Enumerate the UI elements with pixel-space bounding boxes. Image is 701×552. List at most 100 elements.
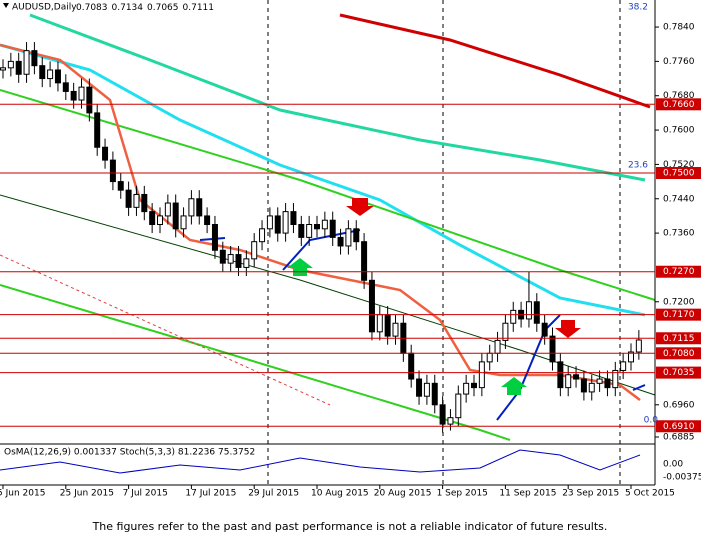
candle-body	[23, 50, 30, 75]
candle-body	[266, 215, 273, 230]
y-tick-label: 0.7520	[663, 160, 695, 170]
x-tick-label: 1 Sep 2015	[437, 489, 488, 499]
x-tick-label: 5 Jun 2015	[0, 489, 45, 499]
candle-body	[149, 211, 156, 226]
disclaimer: The figures refer to the past and past p…	[92, 520, 608, 533]
channel-line	[0, 89, 656, 301]
fib-label: 38.2	[628, 3, 648, 13]
level-label: 0.6910	[663, 422, 695, 432]
candle-body	[353, 228, 360, 243]
candle-body	[612, 369, 619, 389]
candle-body	[329, 219, 336, 238]
candle-body	[604, 378, 611, 389]
candle-body	[620, 361, 627, 371]
y-tick-label: 0.7840	[663, 23, 695, 33]
candle-body	[588, 382, 595, 393]
x-tick-label: 29 Jul 2015	[248, 489, 299, 499]
level-label: 0.7660	[663, 100, 695, 110]
x-tick-label: 11 Sep 2015	[499, 489, 556, 499]
candle-body	[86, 86, 93, 114]
level-tag	[656, 265, 701, 278]
x-tick-label: 5 Oct 2015	[625, 489, 675, 499]
ma-line	[339, 13, 651, 109]
level-tag	[656, 347, 701, 360]
candle-body	[463, 382, 470, 395]
x-tick-label: 20 Aug 2015	[374, 489, 432, 499]
level-label: 0.7115	[663, 334, 695, 344]
candle-body	[62, 82, 69, 92]
candle-body	[541, 322, 548, 337]
candle-body	[117, 181, 124, 191]
candle-body	[70, 90, 77, 101]
candle-body	[321, 219, 328, 230]
y-tick-label: 0.7360	[663, 229, 695, 239]
ohlc-value: 0.7111	[183, 3, 215, 13]
candle-body	[628, 351, 634, 363]
candle-body	[314, 224, 320, 230]
x-tick-label: 7 Jul 2015	[123, 489, 168, 499]
header-icon	[3, 3, 9, 8]
level-label: 0.7035	[663, 368, 695, 378]
candle-body	[306, 224, 313, 238]
y-tick-label: 0.7200	[663, 297, 695, 307]
indicator-title: OsMA(12,26,9) 0.001337 Stoch(5,3,3) 81.2…	[4, 448, 255, 458]
candle-body	[219, 249, 226, 264]
candle-body	[47, 69, 54, 80]
candle-body	[282, 211, 289, 234]
fib-label: 23.6	[628, 161, 648, 171]
level-tag	[656, 420, 701, 433]
candle-body	[392, 322, 399, 337]
candle-body	[15, 60, 22, 75]
candle-body	[502, 322, 509, 341]
level-tag	[656, 166, 701, 179]
candle-body	[196, 198, 203, 217]
level-tag	[656, 332, 701, 345]
x-tick-label: 17 Jul 2015	[185, 489, 236, 499]
candle-body	[290, 211, 297, 226]
candle-body	[133, 193, 140, 208]
candle-body	[78, 86, 85, 101]
candle-body	[549, 335, 556, 363]
y-tick-label: 0.6960	[663, 400, 695, 410]
candle-body	[211, 224, 218, 251]
ema-line	[0, 43, 641, 401]
candle-body	[447, 417, 454, 425]
candle-body	[141, 193, 148, 213]
candle-body	[259, 228, 266, 243]
candle-body	[298, 224, 305, 238]
candle-body	[102, 146, 109, 161]
candle-body	[39, 65, 46, 80]
level-tag	[656, 98, 701, 111]
chart-title: AUDUSD,Daily	[12, 3, 77, 13]
y-tick-label: 0.7440	[663, 194, 695, 204]
candle-body	[361, 241, 368, 281]
candle-body	[573, 374, 580, 380]
y-tick-label: 0.7680	[663, 91, 695, 101]
candle-body	[7, 60, 14, 69]
candle-body	[557, 361, 564, 389]
x-tick-label: 25 Jun 2015	[60, 489, 114, 499]
candle-body	[274, 215, 281, 234]
candle-body	[125, 189, 132, 208]
candle-body	[533, 301, 540, 324]
candle-body	[368, 279, 375, 333]
candle-body	[635, 339, 642, 353]
candle-body	[0, 67, 6, 71]
candle-body	[408, 352, 415, 380]
x-tick-label: 10 Aug 2015	[311, 489, 369, 499]
level-label: 0.7170	[663, 310, 695, 320]
trend-line	[0, 254, 331, 406]
y-tick-label: 0.7600	[663, 126, 695, 136]
x-tick-label: 23 Sep 2015	[562, 489, 619, 499]
level-tag	[656, 308, 701, 321]
candle-body	[525, 301, 532, 320]
candle-body	[471, 382, 477, 389]
candle-body	[416, 378, 423, 397]
indicator-label: 0.00	[663, 460, 683, 470]
ma-line	[0, 43, 646, 317]
candle-body	[180, 215, 187, 230]
candle-body	[188, 198, 195, 217]
candle-body	[510, 309, 517, 324]
